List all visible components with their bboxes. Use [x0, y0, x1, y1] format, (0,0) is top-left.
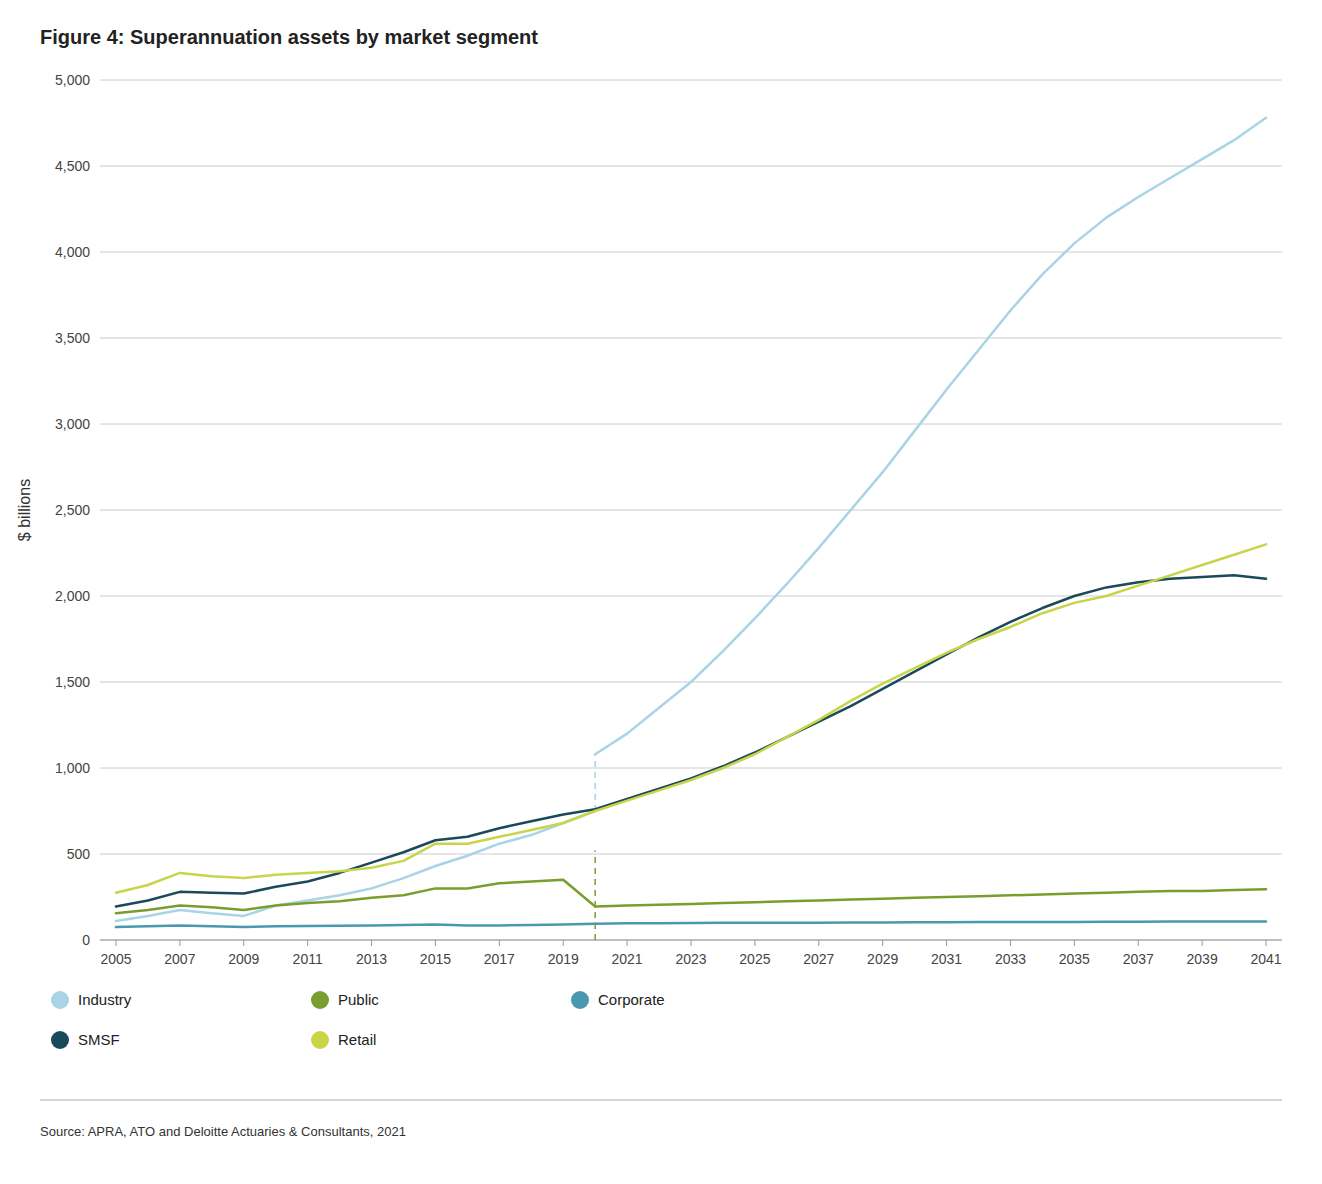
x-tick — [115, 940, 116, 946]
legend-swatch — [51, 1031, 69, 1049]
y-tick-label: 1,000 — [55, 760, 90, 776]
grid — [100, 80, 1282, 940]
series-line — [116, 809, 595, 906]
split-line — [594, 851, 596, 940]
x-tick — [499, 940, 500, 946]
x-tick — [371, 940, 372, 946]
x-tick-label: 2039 — [1187, 951, 1218, 967]
x-tick-label: 2009 — [228, 951, 259, 967]
axes: 0 500 1,000 1,500 2,000 2,500 3,000 3,500 4,000 4… — [55, 72, 1282, 967]
x-tick — [1010, 940, 1011, 946]
x-tick — [627, 940, 628, 946]
grid-line — [100, 768, 1282, 769]
x-tick — [754, 940, 755, 946]
x-tick — [435, 940, 436, 946]
x-tick — [243, 940, 244, 946]
x-tick-label: 2037 — [1123, 951, 1154, 967]
legend-swatch — [571, 991, 589, 1009]
x-tick — [1266, 940, 1267, 946]
series-line — [595, 575, 1266, 809]
legend-label: Industry — [78, 991, 132, 1008]
legend-swatch — [311, 991, 329, 1009]
y-tick-label: 500 — [67, 846, 91, 862]
x-tick — [818, 940, 819, 946]
x-tick — [1074, 940, 1075, 946]
x-tick-label: 2029 — [867, 951, 898, 967]
split-line — [594, 754, 596, 811]
x-tick-label: 2023 — [675, 951, 706, 967]
series-line — [595, 889, 1266, 906]
x-tick-label: 2027 — [803, 951, 834, 967]
x-tick-label: 2013 — [356, 951, 387, 967]
source: Source: APRA, ATO and Deloitte Actuaries… — [40, 1124, 406, 1139]
legend-label: Retail — [338, 1031, 376, 1048]
x-tick-label: 2011 — [293, 951, 323, 967]
y-tick-label: 3,500 — [55, 330, 90, 346]
x-tick-label: 2005 — [100, 951, 131, 967]
series-line — [116, 924, 595, 927]
series-line — [116, 811, 595, 893]
x-tick-label: 2025 — [739, 951, 770, 967]
grid-line — [100, 338, 1282, 339]
chart: Figure 4: Superannuation assets by marke… — [0, 0, 1322, 1184]
x-tick-label: 2017 — [484, 951, 515, 967]
x-tick-label: 2031 — [931, 951, 962, 967]
grid-line — [100, 166, 1282, 167]
x-tick — [882, 940, 883, 946]
series-line — [116, 811, 595, 921]
legend-label: Corporate — [598, 991, 665, 1008]
x-tick-label: 2033 — [995, 951, 1026, 967]
y-tick-label: 3,000 — [55, 416, 90, 432]
legend-swatch — [51, 991, 69, 1009]
y-tick-label: 2,500 — [55, 502, 90, 518]
title: Figure 4: Superannuation assets by marke… — [40, 26, 538, 48]
y-tick-label: 1,500 — [55, 674, 90, 690]
grid-line — [100, 510, 1282, 511]
grid-line — [100, 854, 1282, 855]
grid-line — [100, 424, 1282, 425]
series-line — [595, 921, 1266, 923]
series-line — [595, 544, 1266, 811]
x-tick-label: 2015 — [420, 951, 451, 967]
y-tick-label: 4,000 — [55, 244, 90, 260]
x-tick-label: 2021 — [612, 951, 643, 967]
grid-line — [100, 80, 1282, 81]
x-tick-label: 2007 — [164, 951, 195, 967]
legend-label: Public — [338, 991, 379, 1008]
x-tick-label: 2019 — [548, 951, 579, 967]
x-tick — [179, 940, 180, 946]
x-tick-label: 2035 — [1059, 951, 1090, 967]
x-tick — [563, 940, 564, 946]
separator — [40, 1100, 1282, 1101]
x-tick — [307, 940, 308, 946]
grid-line — [100, 252, 1282, 253]
series-line — [595, 118, 1266, 754]
x-tick — [1202, 940, 1203, 946]
legend: Industry Public Corporate SMSF Retail — [51, 991, 665, 1049]
x-tick — [691, 940, 692, 946]
x-tick-label: 2041 — [1250, 951, 1281, 967]
y-axis-label: $ billions — [16, 479, 33, 541]
legend-swatch — [311, 1031, 329, 1049]
y-tick-label: 4,500 — [55, 158, 90, 174]
series-line — [116, 880, 595, 914]
x-tick — [946, 940, 947, 946]
y-tick-label: 5,000 — [55, 72, 90, 88]
x-tick — [1138, 940, 1139, 946]
y-tick-label: 0 — [82, 932, 90, 948]
legend-label: SMSF — [78, 1031, 120, 1048]
plot-data — [116, 118, 1266, 940]
y-tick-label: 2,000 — [55, 588, 90, 604]
